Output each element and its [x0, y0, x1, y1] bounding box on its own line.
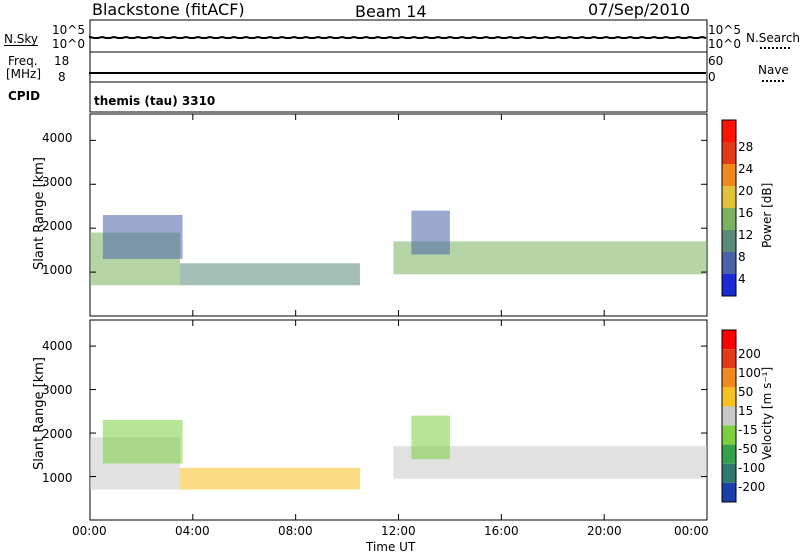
nsearch-tick-top: 10^5: [708, 23, 741, 37]
power-colorbar-segment: [722, 252, 736, 274]
velocity-ytick: 4000: [42, 339, 73, 353]
velocity-cbar-tick: 200: [738, 347, 761, 361]
nave-legend-dots: [762, 80, 784, 82]
velocity-colorbar-segment: [722, 330, 736, 350]
velocity-cbar-tick: -100: [738, 461, 766, 475]
chart-title-station: Blackstone (fitACF): [92, 0, 245, 19]
power-colorbar-segment: [722, 208, 736, 230]
power-cbar-tick: 16: [738, 206, 754, 220]
freq-panel-frame: [89, 51, 708, 83]
velocity-colorbar-segment: [722, 349, 736, 369]
freq-series-line: [89, 72, 706, 74]
velocity-ytick: 2000: [42, 427, 73, 441]
velocity-cbar-tick: 15: [738, 404, 754, 418]
nsearch-tick-bottom: 10^0: [708, 37, 741, 51]
nsky-panel-frame: [89, 19, 708, 53]
power-cbar-tick: 28: [738, 140, 754, 154]
chart-title-date: 07/Sep/2010: [588, 0, 691, 19]
power-colorbar-frame: [721, 119, 737, 297]
freq-tick-bottom: 8: [58, 70, 66, 84]
x-tick: 16:00: [484, 524, 519, 538]
nsky-tick-top: 10^5: [52, 23, 85, 37]
power-colorbar-segment: [722, 274, 736, 296]
power-ytick: 4000: [42, 131, 73, 145]
velocity-ytick: 1000: [42, 471, 73, 485]
velocity-echo-region: [102, 420, 183, 464]
power-colorbar-segment: [722, 120, 736, 142]
freq-label: Freq.: [8, 54, 38, 68]
velocity-cbar-tick: -50: [738, 442, 758, 456]
velocity-colorbar-segment: [722, 444, 736, 464]
power-colorbar-segment: [722, 142, 736, 164]
power-echo-region: [102, 215, 183, 259]
x-tick: 00:00: [674, 524, 709, 538]
nave-label: Nave: [758, 63, 789, 77]
x-tick: 08:00: [278, 524, 313, 538]
velocity-colorbar-segment: [722, 368, 736, 388]
power-cbar-tick: 12: [738, 228, 754, 242]
chart-title-beam: Beam 14: [355, 2, 427, 21]
velocity-echo-region: [179, 467, 360, 490]
power-cbar-tick: 20: [738, 184, 754, 198]
velocity-colorbar-segment: [722, 406, 736, 426]
power-panel-frame: [89, 113, 708, 317]
nave-tick-top: 60: [708, 54, 724, 68]
x-tick: 04:00: [175, 524, 210, 538]
power-cbar-tick: 8: [738, 250, 746, 264]
velocity-colorbar-segment: [722, 482, 736, 502]
velocity-colorbar-frame: [721, 329, 737, 503]
power-colorbar-segment: [722, 164, 736, 186]
power-ytick: 3000: [42, 175, 73, 189]
x-tick: 00:00: [72, 524, 107, 538]
cpid-panel-frame: [89, 81, 708, 113]
velocity-cbar-tick: 50: [738, 385, 754, 399]
nsky-series-line: [89, 35, 707, 39]
power-ytick: 1000: [42, 263, 73, 277]
power-ytick: 2000: [42, 219, 73, 233]
x-tick: 20:00: [587, 524, 622, 538]
freq-tick-top: 18: [54, 54, 70, 68]
power-cbar-tick: 24: [738, 162, 754, 176]
nsearch-label: N.Search: [746, 31, 800, 45]
nsky-tick-bottom: 10^0: [52, 37, 85, 51]
power-colorbar-segment: [722, 230, 736, 252]
power-cbar-tick: 4: [738, 272, 746, 286]
velocity-colorbar-segment: [722, 463, 736, 483]
velocity-panel-frame: [89, 319, 708, 521]
velocity-ytick: 3000: [42, 383, 73, 397]
power-echo-region: [411, 210, 450, 255]
x-tick: 12:00: [381, 524, 416, 538]
velocity-cbar-tick: -200: [738, 480, 766, 494]
cpid-value: themis (tau) 3310: [94, 94, 216, 108]
velocity-cbar-tick: 100: [738, 366, 761, 380]
power-echo-region: [179, 263, 360, 286]
power-colorbar-segment: [722, 186, 736, 208]
x-axis-label: Time UT: [366, 540, 416, 554]
velocity-echo-region: [411, 415, 450, 460]
velocity-colorbar-segment: [722, 425, 736, 445]
freq-unit: [MHz]: [6, 67, 42, 81]
nsearch-legend-dots: [760, 47, 790, 49]
velocity-colorbar-segment: [722, 387, 736, 407]
velocity-cbar-tick: -15: [738, 423, 758, 437]
nave-tick-bottom: 0: [708, 70, 716, 84]
nsky-label: N.Sky: [4, 32, 39, 46]
cpid-label: CPID: [8, 89, 41, 103]
